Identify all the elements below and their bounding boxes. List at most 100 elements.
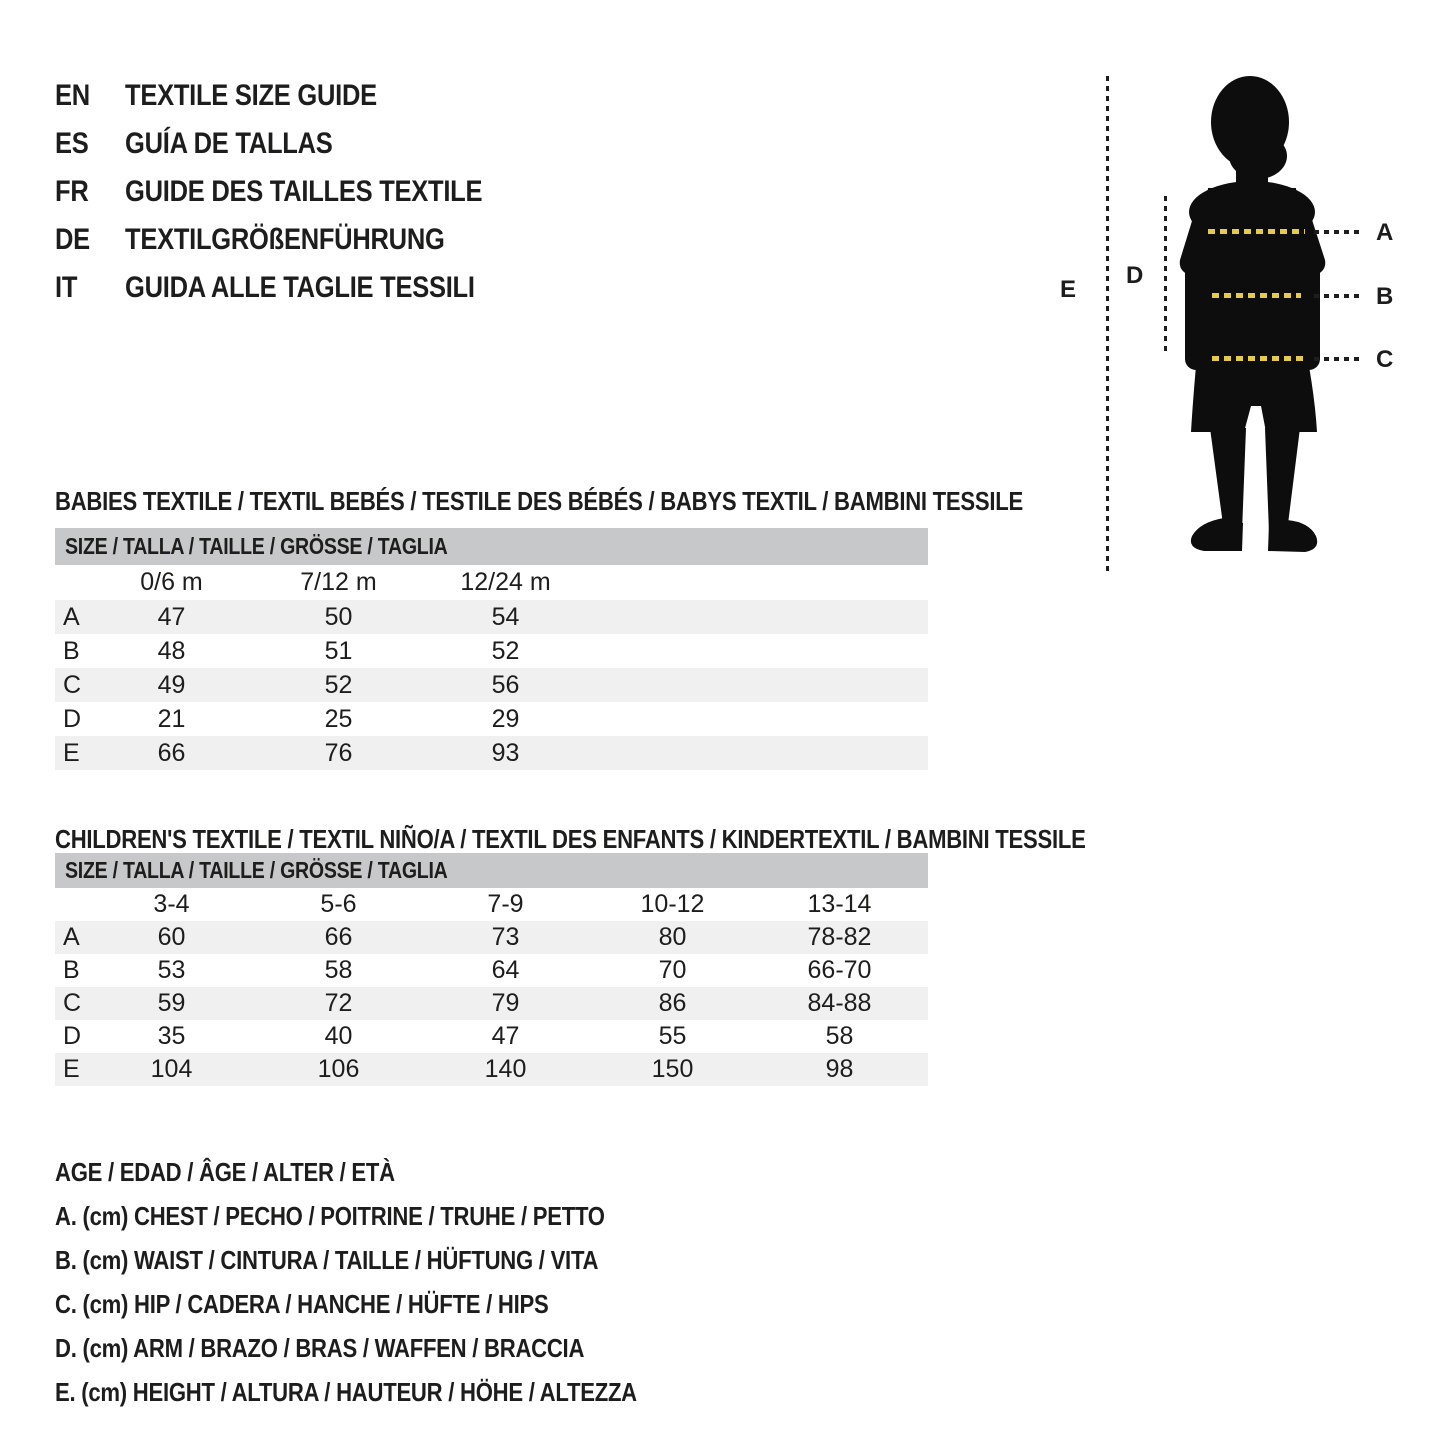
label-e: E bbox=[1060, 276, 1077, 303]
measurement-legend: AGE / EDAD / ÂGE / ALTER / ETÀ A. (cm) C… bbox=[55, 1150, 740, 1414]
table-row: C 59 72 79 86 84-88 bbox=[55, 987, 928, 1020]
cell-value: 84-88 bbox=[807, 989, 872, 1017]
size-header-bar: SIZE / TALLA / TAILLE / GRÖSSE / TAGLIA bbox=[55, 528, 928, 565]
cell-value: 58 bbox=[825, 1022, 854, 1050]
column-header-row: 3-4 5-6 7-9 10-12 13-14 bbox=[55, 888, 928, 921]
cell-value: 73 bbox=[491, 923, 520, 951]
cell-value: 66 bbox=[324, 923, 353, 951]
child-silhouette bbox=[1179, 76, 1326, 552]
cell-value: 21 bbox=[157, 704, 186, 733]
column-header: 10-12 bbox=[640, 890, 705, 918]
cell-value: 78-82 bbox=[807, 923, 872, 951]
legend-line-height: E. (cm) HEIGHT / ALTURA / HAUTEUR / HÖHE… bbox=[55, 1376, 637, 1407]
column-header: 5-6 bbox=[320, 890, 357, 918]
language-code: EN bbox=[55, 79, 90, 112]
row-label: C bbox=[63, 989, 82, 1017]
language-row-it: IT GUIDA ALLE TAGLIE TESSILI bbox=[55, 264, 545, 312]
cell-value: 66-70 bbox=[807, 956, 872, 984]
row-label: A bbox=[63, 923, 80, 951]
cell-value: 60 bbox=[157, 923, 186, 951]
cell-value: 51 bbox=[324, 636, 353, 665]
cell-value: 104 bbox=[150, 1055, 193, 1083]
cell-value: 50 bbox=[324, 602, 353, 631]
language-title-block: EN TEXTILE SIZE GUIDE ES GUÍA DE TALLAS … bbox=[55, 72, 545, 312]
language-row-fr: FR GUIDE DES TAILLES TEXTILE bbox=[55, 168, 545, 216]
column-header: 3-4 bbox=[153, 890, 190, 918]
arm-line-d bbox=[1164, 196, 1167, 354]
cell-value: 93 bbox=[491, 738, 520, 767]
cell-value: 56 bbox=[491, 670, 520, 699]
measurement-line-b bbox=[1212, 293, 1301, 298]
column-header: 13-14 bbox=[807, 890, 872, 918]
language-code: DE bbox=[55, 223, 90, 256]
cell-value: 79 bbox=[491, 989, 520, 1017]
cell-value: 40 bbox=[324, 1022, 353, 1050]
column-header: 12/24 m bbox=[460, 568, 551, 596]
childrens-size-table: SIZE / TALLA / TAILLE / GRÖSSE / TAGLIA … bbox=[55, 853, 928, 1086]
cell-value: 98 bbox=[825, 1055, 854, 1083]
legend-line-hip: C. (cm) HIP / CADERA / HANCHE / HÜFTE / … bbox=[55, 1288, 549, 1319]
cell-value: 58 bbox=[324, 956, 353, 984]
row-label: A bbox=[63, 602, 80, 631]
row-label: C bbox=[63, 670, 82, 699]
table-row: D 35 40 47 55 58 bbox=[55, 1020, 928, 1053]
table-row: E 66 76 93 bbox=[55, 736, 928, 770]
cell-value: 48 bbox=[157, 636, 186, 665]
cell-value: 54 bbox=[491, 602, 520, 631]
cell-value: 47 bbox=[157, 602, 186, 631]
row-label: B bbox=[63, 956, 80, 984]
cell-value: 55 bbox=[658, 1022, 687, 1050]
cell-value: 25 bbox=[324, 704, 353, 733]
column-header-row: 0/6 m 7/12 m 12/24 m bbox=[55, 565, 928, 600]
column-header: 7-9 bbox=[487, 890, 524, 918]
column-header: 7/12 m bbox=[300, 568, 377, 596]
label-c: C bbox=[1376, 346, 1394, 373]
label-b: B bbox=[1376, 283, 1394, 310]
legend-line-age: AGE / EDAD / ÂGE / ALTER / ETÀ bbox=[55, 1156, 395, 1187]
table-row: A 60 66 73 80 78-82 bbox=[55, 921, 928, 954]
babies-size-table: SIZE / TALLA / TAILLE / GRÖSSE / TAGLIA … bbox=[55, 528, 928, 770]
legend-line-arm: D. (cm) ARM / BRAZO / BRAS / WAFFEN / BR… bbox=[55, 1332, 585, 1363]
legend-line-chest: A. (cm) CHEST / PECHO / POITRINE / TRUHE… bbox=[55, 1200, 605, 1231]
language-row-en: EN TEXTILE SIZE GUIDE bbox=[55, 72, 545, 120]
cell-value: 70 bbox=[658, 956, 687, 984]
cell-value: 49 bbox=[157, 670, 186, 699]
table-row: D 21 25 29 bbox=[55, 702, 928, 736]
cell-value: 140 bbox=[484, 1055, 527, 1083]
column-header: 0/6 m bbox=[140, 568, 203, 596]
label-d: D bbox=[1126, 262, 1144, 289]
table-row: C 49 52 56 bbox=[55, 668, 928, 702]
cell-value: 52 bbox=[491, 636, 520, 665]
size-header-bar: SIZE / TALLA / TAILLE / GRÖSSE / TAGLIA bbox=[55, 853, 928, 888]
legend-line-waist: B. (cm) WAIST / CINTURA / TAILLE / HÜFTU… bbox=[55, 1244, 599, 1275]
cell-value: 86 bbox=[658, 989, 687, 1017]
table-row: B 48 51 52 bbox=[55, 634, 928, 668]
label-a: A bbox=[1376, 219, 1394, 246]
row-label: B bbox=[63, 636, 80, 665]
cell-value: 66 bbox=[157, 738, 186, 767]
cell-value: 76 bbox=[324, 738, 353, 767]
cell-value: 64 bbox=[491, 956, 520, 984]
measurement-line-c bbox=[1212, 356, 1306, 361]
table-row: A 47 50 54 bbox=[55, 600, 928, 634]
cell-value: 35 bbox=[157, 1022, 186, 1050]
language-row-de: DE TEXTILGRÖßENFÜHRUNG bbox=[55, 216, 545, 264]
babies-section-title: BABIES TEXTILE / TEXTIL BEBÉS / TESTILE … bbox=[55, 486, 1023, 516]
measurement-line-a bbox=[1208, 229, 1305, 234]
table-row: E 104 106 140 150 98 bbox=[55, 1053, 928, 1086]
height-line-e bbox=[1106, 76, 1109, 573]
leader-line-a bbox=[1314, 230, 1364, 234]
language-code: FR bbox=[55, 175, 89, 208]
leader-line-b bbox=[1314, 294, 1364, 298]
language-code: ES bbox=[55, 127, 89, 160]
cell-value: 29 bbox=[491, 704, 520, 733]
row-label: E bbox=[63, 738, 80, 767]
language-row-es: ES GUÍA DE TALLAS bbox=[55, 120, 545, 168]
cell-value: 59 bbox=[157, 989, 186, 1017]
guide-title: TEXTILE SIZE GUIDE bbox=[125, 79, 377, 112]
cell-value: 52 bbox=[324, 670, 353, 699]
childrens-section-title: CHILDREN'S TEXTILE / TEXTIL NIÑO/A / TEX… bbox=[55, 824, 1086, 854]
guide-title: GUÍA DE TALLAS bbox=[125, 127, 333, 160]
row-label: D bbox=[63, 1022, 82, 1050]
